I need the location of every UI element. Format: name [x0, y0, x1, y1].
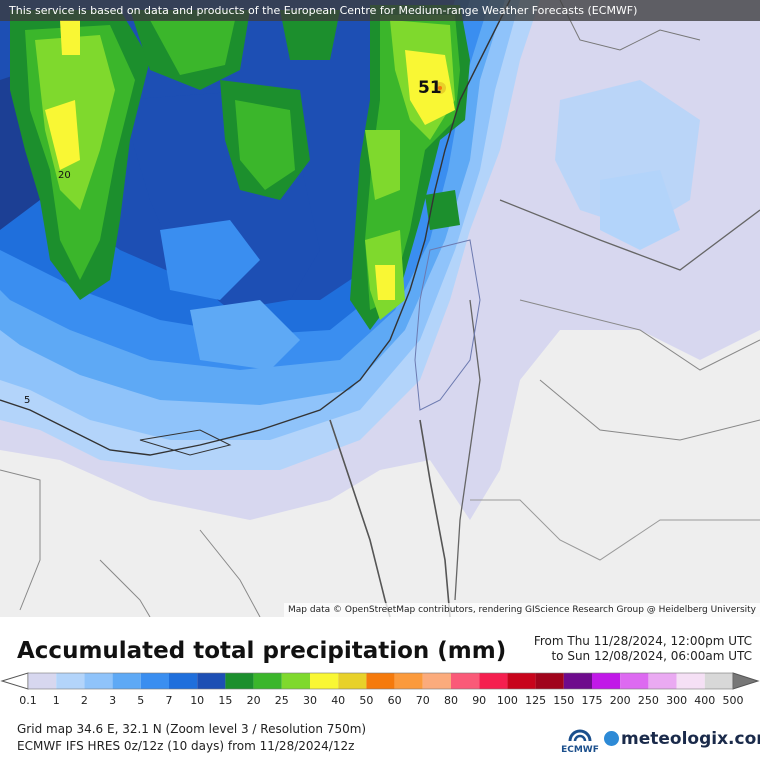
legend-tick-label: 90	[472, 694, 487, 707]
legend-swatch	[84, 673, 113, 689]
legend-tick-label: 40	[331, 694, 346, 707]
legend-tick-label: 150	[553, 694, 575, 707]
legend-tick-label: 200	[609, 694, 631, 707]
peak-value-label: 51	[418, 78, 442, 98]
legend-tick-label: 175	[581, 694, 603, 707]
precipitation-map[interactable]: This service is based on data and produc…	[0, 0, 760, 617]
period-from: From Thu 11/28/2024, 12:00pm UTC	[533, 634, 752, 648]
legend-arrow-right	[732, 672, 760, 690]
contour-label-5: 5	[24, 395, 31, 406]
legend-swatch	[169, 673, 198, 689]
legend-tick-label: 1	[52, 694, 60, 707]
legend-tick-label: 125	[525, 694, 547, 707]
legend-swatch	[592, 673, 621, 689]
ecmwf-logo-text: ECMWF	[561, 745, 599, 755]
grid-info: Grid map 34.6 E, 32.1 N (Zoom level 3 / …	[17, 722, 367, 736]
legend-swatch	[563, 673, 592, 689]
legend-tick-label: 70	[415, 694, 430, 707]
legend-swatch	[422, 673, 451, 689]
legend-swatch	[197, 673, 226, 689]
legend-labels: 0.1 1 2 3 5 7 10 15 20 25 30 40 50 60 70 80 90 100 125 150 1…	[0, 694, 760, 710]
legend-swatch	[140, 673, 169, 689]
map-canvas	[0, 0, 760, 617]
legend-tick-label: 5	[137, 694, 145, 707]
ecmwf-disclaimer: This service is based on data and produc…	[0, 0, 760, 21]
ecmwf-logo[interactable]: ECMWF	[560, 727, 600, 755]
legend-tick-label: 7	[165, 694, 173, 707]
legend-swatch	[225, 673, 254, 689]
legend-tick-label: 15	[218, 694, 233, 707]
legend-swatch	[620, 673, 649, 689]
legend-swatch	[338, 673, 367, 689]
contour-label-20: 20	[58, 170, 71, 181]
legend-swatch	[648, 673, 677, 689]
period-to: to Sun 12/08/2024, 06:00am UTC	[551, 649, 752, 663]
legend-tick-label: 60	[387, 694, 402, 707]
meteologix-logo[interactable]: meteologix.com	[604, 729, 760, 749]
legend-swatch	[676, 673, 705, 689]
chart-title: Accumulated total precipitation (mm)	[17, 638, 507, 664]
legend-swatch	[253, 673, 282, 689]
legend-swatch	[479, 673, 508, 689]
forecast-period: From Thu 11/28/2024, 12:00pm UTC to Sun …	[534, 634, 752, 664]
legend-swatch	[507, 673, 536, 689]
legend-swatch	[56, 673, 85, 689]
legend-swatch	[394, 673, 423, 689]
legend-swatch	[704, 673, 733, 689]
legend-tick-label: 500	[722, 694, 744, 707]
legend-tick-label: 0.1	[19, 694, 37, 707]
legend-swatch	[112, 673, 141, 689]
legend-tick-label: 2	[80, 694, 88, 707]
legend-tick-label: 30	[303, 694, 317, 707]
legend-tick-label: 10	[190, 694, 205, 707]
legend-swatch	[451, 673, 480, 689]
legend-tick-label: 100	[496, 694, 518, 707]
meteologix-icon	[604, 731, 619, 746]
legend-tick-label: 250	[637, 694, 659, 707]
legend-swatch	[28, 673, 57, 689]
map-attribution[interactable]: Map data © OpenStreetMap contributors, r…	[284, 603, 760, 617]
legend-tick-label: 20	[246, 694, 261, 707]
legend-arrow-left	[0, 672, 29, 690]
legend-swatch	[366, 673, 395, 689]
legend-color-bar	[0, 672, 760, 690]
legend-tick-label: 80	[444, 694, 458, 707]
ecmwf-icon	[568, 729, 592, 742]
legend-swatch	[281, 673, 310, 689]
legend-outline	[27, 672, 734, 690]
legend-tick-label: 50	[359, 694, 374, 707]
meteologix-logo-text: meteologix.com	[621, 729, 760, 749]
legend-swatch	[310, 673, 339, 689]
legend-swatch	[535, 673, 564, 689]
legend-tick-label: 400	[694, 694, 716, 707]
legend-tick-label: 3	[109, 694, 117, 707]
legend-tick-label: 25	[274, 694, 289, 707]
legend-tick-label: 300	[666, 694, 688, 707]
model-info: ECMWF IFS HRES 0z/12z (10 days) from 11/…	[17, 739, 355, 753]
